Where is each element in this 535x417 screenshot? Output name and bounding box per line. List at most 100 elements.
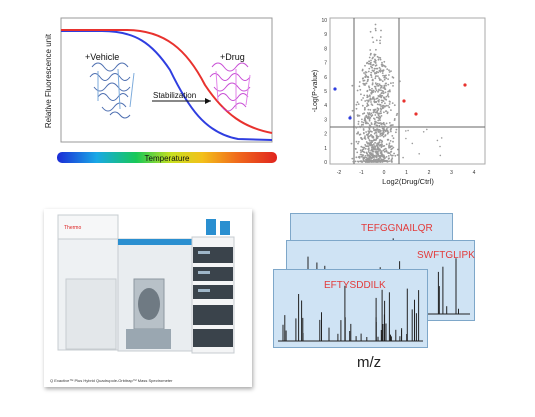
volcano-point [366, 105, 368, 108]
volcano-point [366, 112, 369, 114]
volcano-x-tick: 2 [428, 170, 431, 176]
volcano-point [362, 132, 365, 134]
volcano-point [374, 87, 377, 90]
volcano-point [386, 130, 389, 133]
volcano-point [368, 131, 371, 134]
volcano-point [364, 147, 367, 150]
volcano-point [395, 128, 398, 131]
volcano-point [370, 139, 373, 142]
brand-label: Thermo [64, 225, 81, 231]
mass-spectrometer-photo: Thermo Q Exactive™ Plus Hybrid Quadrupol… [44, 209, 252, 387]
volcano-point [379, 42, 381, 45]
volcano-point [439, 145, 441, 148]
volcano-point [375, 39, 378, 42]
volcano-point [361, 121, 363, 123]
volcano-point [371, 160, 374, 163]
volcano-point [375, 97, 378, 100]
volcano-point [370, 74, 373, 77]
volcano-point [381, 159, 383, 161]
volcano-point [371, 36, 374, 39]
volcano-point [386, 94, 389, 97]
volcano-point [387, 95, 390, 98]
volcano-point [363, 108, 366, 111]
volcano-point [355, 107, 358, 110]
volcano-point [371, 69, 374, 72]
volcano-point [385, 95, 388, 98]
volcano-point [377, 145, 379, 147]
peptide-label-1: TEFGGNAILQR [361, 223, 433, 234]
volcano-point [351, 84, 354, 87]
volcano-point [360, 151, 362, 154]
volcano-point [385, 98, 388, 101]
volcano-point [384, 91, 387, 94]
volcano-point [381, 61, 383, 64]
volcano-point [378, 157, 380, 160]
volcano-point [378, 148, 381, 151]
volcano-point [372, 150, 375, 153]
volcano-point [366, 99, 368, 102]
volcano-y-tick: 5 [324, 89, 327, 95]
volcano-point [370, 133, 372, 136]
volcano-point [388, 122, 391, 124]
volcano-point [379, 95, 382, 98]
volcano-point [364, 144, 367, 146]
volcano-point [369, 49, 372, 51]
volcano-point [393, 152, 395, 155]
volcano-point [368, 94, 371, 97]
volcano-point [385, 122, 388, 125]
volcano-point [360, 161, 363, 163]
volcano-point [381, 161, 384, 163]
volcano-point [389, 124, 392, 127]
volcano-point [377, 119, 380, 122]
volcano-point [370, 76, 373, 78]
volcano-point [418, 153, 420, 155]
volcano-point [359, 88, 362, 91]
volcano-point [366, 103, 369, 106]
volcano-point [386, 68, 389, 70]
volcano-point [373, 110, 375, 112]
volcano-point [387, 83, 390, 86]
volcano-point [381, 65, 384, 68]
volcano-point [366, 145, 369, 148]
volcano-point [388, 74, 390, 76]
volcano-point [371, 141, 373, 144]
volcano-point [376, 67, 379, 70]
volcano-y-tick: 1 [324, 146, 327, 152]
volcano-points [349, 23, 443, 163]
volcano-point [371, 57, 374, 60]
volcano-point [369, 144, 372, 147]
volcano-point [376, 142, 379, 145]
volcano-point [375, 161, 378, 163]
volcano-point [390, 130, 392, 133]
volcano-point [374, 60, 377, 62]
volcano-point [388, 69, 390, 72]
volcano-point [374, 29, 377, 32]
volcano-point [361, 68, 364, 71]
volcano-point [378, 141, 381, 144]
volcano-point [361, 155, 364, 158]
volcano-point [390, 150, 392, 153]
volcano-point [383, 76, 386, 79]
volcano-point [358, 81, 361, 83]
volcano-x-tick: 3 [450, 170, 453, 176]
volcano-point [364, 106, 366, 109]
volcano-point [368, 135, 370, 138]
volcano-point [361, 149, 364, 151]
volcano-point [362, 123, 364, 126]
volcano-point [360, 99, 363, 101]
volcano-point [375, 111, 377, 114]
volcano-point [370, 152, 373, 155]
volcano-point [368, 118, 371, 121]
volcano-x-label: Log2(Drug/Ctrl) [382, 177, 434, 186]
mz-label: m/z [357, 354, 382, 371]
volcano-point [368, 60, 370, 63]
hit-point [402, 99, 406, 103]
volcano-point [390, 70, 392, 72]
volcano-point [381, 106, 384, 109]
volcano-point [379, 57, 382, 59]
volcano-point [362, 97, 364, 99]
volcano-point [369, 117, 372, 119]
volcano-point [364, 155, 367, 157]
volcano-point [356, 151, 359, 154]
volcano-point [382, 135, 385, 138]
